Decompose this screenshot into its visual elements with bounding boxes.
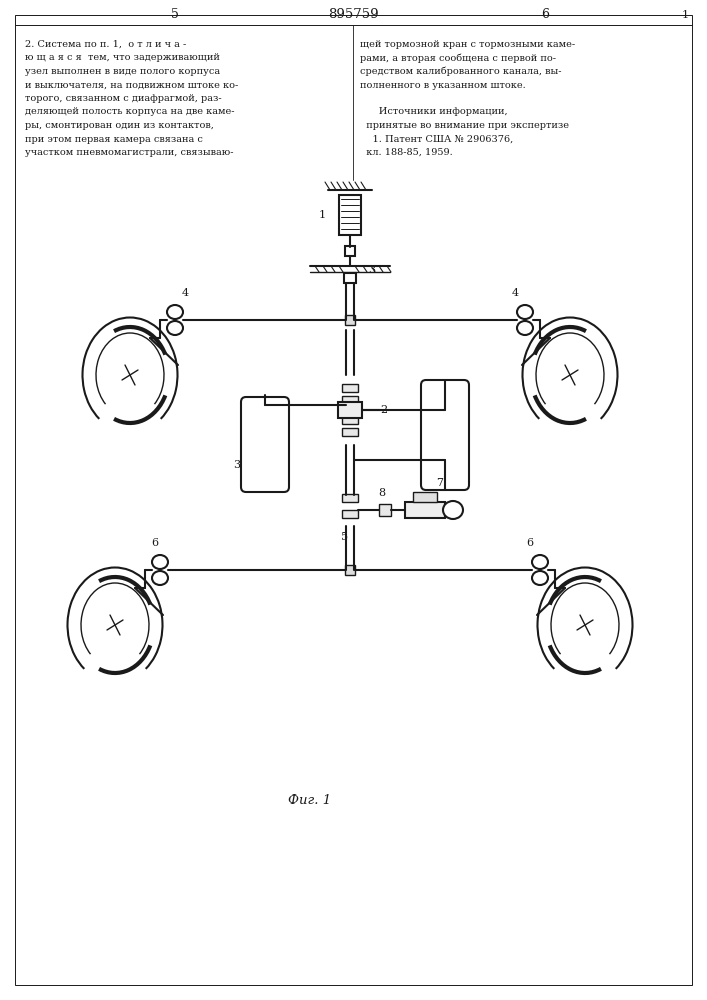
Text: принятые во внимание при экспертизе: принятые во внимание при экспертизе: [360, 121, 569, 130]
Bar: [345, 246, 355, 256]
Text: 1: 1: [682, 10, 689, 20]
Bar: [344, 273, 356, 283]
Text: торого, связанном с диафрагмой, раз-: торого, связанном с диафрагмой, раз-: [25, 94, 221, 103]
Ellipse shape: [167, 305, 183, 319]
Text: кл. 188-85, 1959.: кл. 188-85, 1959.: [360, 148, 452, 157]
Bar: [413, 492, 437, 502]
Text: 4: 4: [182, 288, 189, 298]
Text: 7: 7: [436, 478, 443, 488]
Text: полненного в указанном штоке.: полненного в указанном штоке.: [360, 81, 526, 90]
Bar: [345, 565, 355, 575]
Text: ю щ а я с я  тем, что задерживающий: ю щ а я с я тем, что задерживающий: [25, 53, 220, 62]
Text: 6: 6: [527, 538, 534, 548]
Text: участком пневмомагистрали, связываю-: участком пневмомагистрали, связываю-: [25, 148, 233, 157]
Bar: [342, 416, 358, 424]
Text: 4: 4: [511, 288, 518, 298]
Text: щей тормозной кран с тормозными каме-: щей тормозной кран с тормозными каме-: [360, 40, 575, 49]
Text: 5: 5: [341, 532, 349, 542]
Text: Фuг. 1: Фuг. 1: [288, 794, 332, 806]
Text: 3: 3: [233, 460, 240, 470]
Bar: [342, 494, 358, 502]
Text: средством калиброванного канала, вы-: средством калиброванного канала, вы-: [360, 67, 561, 77]
Text: 2: 2: [380, 405, 387, 415]
Text: деляющей полость корпуса на две каме-: деляющей полость корпуса на две каме-: [25, 107, 235, 116]
Ellipse shape: [517, 305, 533, 319]
Text: 6: 6: [151, 538, 158, 548]
FancyBboxPatch shape: [241, 397, 289, 492]
Ellipse shape: [532, 571, 548, 585]
Text: ры, смонтирован один из контактов,: ры, смонтирован один из контактов,: [25, 121, 214, 130]
Bar: [405, 502, 445, 518]
Ellipse shape: [152, 571, 168, 585]
Ellipse shape: [167, 321, 183, 335]
Bar: [342, 384, 358, 392]
Ellipse shape: [532, 555, 548, 569]
Bar: [379, 504, 391, 516]
Text: 3: 3: [368, 265, 375, 275]
Bar: [345, 315, 355, 325]
Text: узел выполнен в виде полого корпуса: узел выполнен в виде полого корпуса: [25, 67, 220, 76]
Bar: [342, 510, 358, 518]
Ellipse shape: [443, 501, 463, 519]
Text: 2. Система по п. 1,  о т л и ч а -: 2. Система по п. 1, о т л и ч а -: [25, 40, 186, 49]
Text: 8: 8: [378, 488, 385, 498]
Bar: [342, 428, 358, 436]
Text: при этом первая камера связана с: при этом первая камера связана с: [25, 134, 203, 143]
Ellipse shape: [152, 555, 168, 569]
Bar: [342, 396, 358, 404]
Text: 6: 6: [541, 8, 549, 21]
Text: рами, а вторая сообщена с первой по-: рами, а вторая сообщена с первой по-: [360, 53, 556, 63]
Ellipse shape: [517, 321, 533, 335]
FancyBboxPatch shape: [421, 380, 469, 490]
Text: и выключателя, на подвижном штоке ко-: и выключателя, на подвижном штоке ко-: [25, 81, 238, 90]
Bar: [339, 195, 361, 235]
Text: 5: 5: [171, 8, 179, 21]
Text: 1. Патент США № 2906376,: 1. Патент США № 2906376,: [360, 134, 513, 143]
Bar: [338, 402, 362, 418]
Text: 1: 1: [319, 210, 326, 220]
Text: Источники информации,: Источники информации,: [360, 107, 508, 116]
Text: 895759: 895759: [327, 8, 378, 21]
